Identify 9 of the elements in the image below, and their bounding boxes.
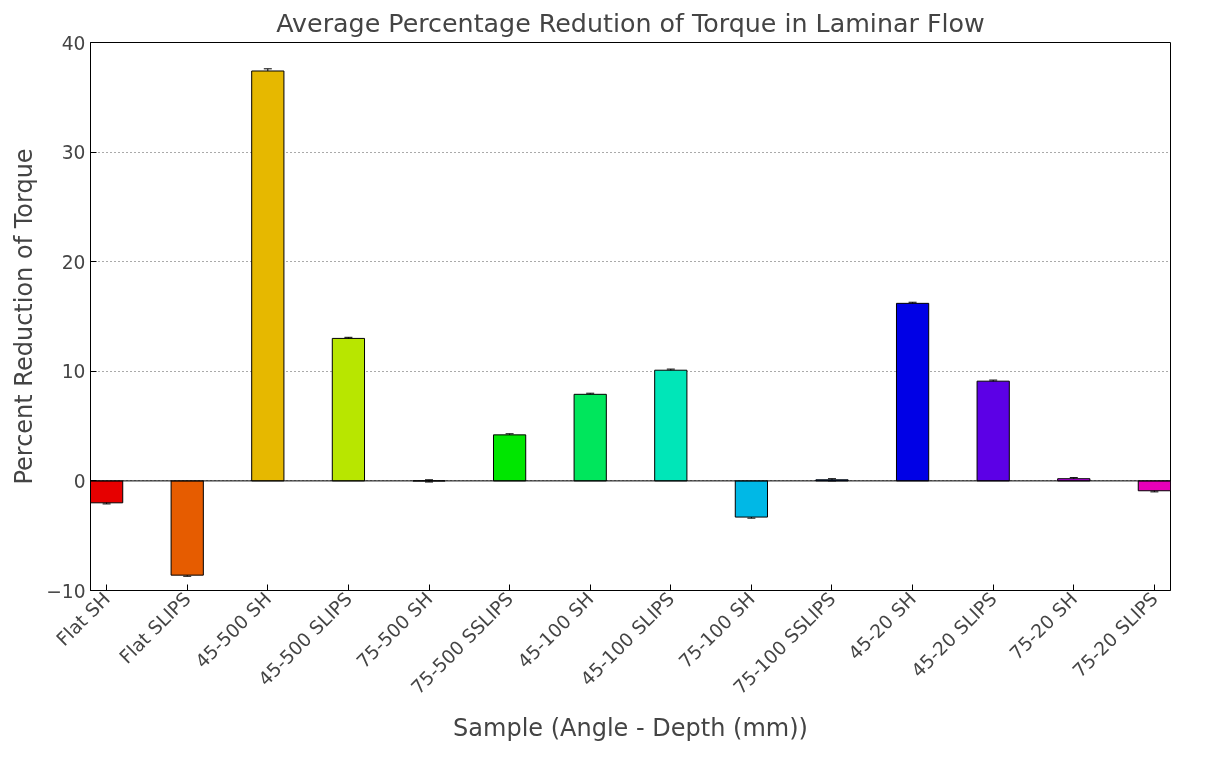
y-tick-label: 30 <box>61 142 86 164</box>
y-axis-title: Percent Reduction of Torque <box>10 148 39 485</box>
chart-title: Average Percentage Redution of Torque in Laminar Flow <box>276 7 985 38</box>
x-axis-title: Sample (Angle - Depth (mm)) <box>453 713 808 742</box>
y-tick-label: 20 <box>61 251 86 273</box>
y-tick-label: 10 <box>61 361 86 383</box>
y-tick-label: 40 <box>61 32 86 54</box>
y-tick-label: −10 <box>46 580 86 602</box>
y-tick-label: 0 <box>73 470 86 492</box>
